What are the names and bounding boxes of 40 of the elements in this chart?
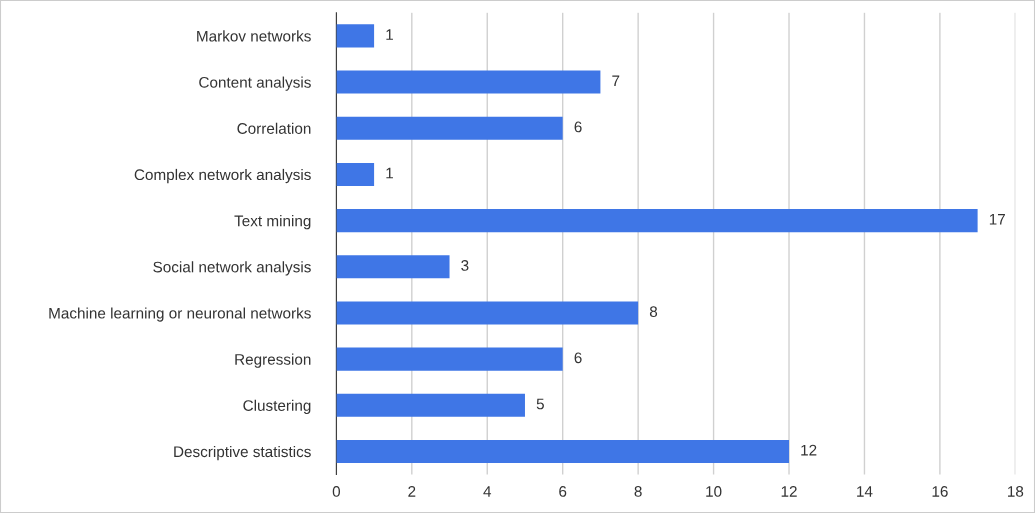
data-label: 1 [386, 167, 393, 179]
bar [336, 162, 375, 186]
x-tick-label: 4 [483, 486, 492, 497]
bar [336, 209, 978, 233]
y-tick-label: Content analysis [199, 76, 311, 91]
bar [336, 301, 639, 325]
data-label: 3 [461, 260, 469, 271]
x-tick-label: 16 [932, 486, 948, 497]
bar [336, 24, 375, 48]
bar [336, 393, 525, 417]
y-tick-label: Text mining [234, 215, 311, 230]
x-tick-label: 14 [857, 486, 873, 497]
data-label: 7 [612, 75, 620, 87]
x-tick-label: 12 [781, 486, 797, 497]
bar [336, 439, 790, 463]
bar [336, 70, 601, 94]
data-label: 5 [536, 398, 544, 410]
x-tick-label: 8 [634, 486, 642, 497]
data-label: 17 [989, 214, 1005, 225]
x-tick-label: 2 [408, 486, 416, 497]
y-tick-label: Correlation [237, 122, 311, 134]
data-label: 12 [801, 444, 817, 456]
y-tick-label: Clustering [243, 399, 311, 414]
y-tick-label: Complex network analysis [134, 168, 311, 184]
x-tick-label: 10 [706, 486, 722, 497]
data-label: 1 [386, 29, 393, 40]
data-label: 6 [574, 352, 582, 364]
x-tick-label: 18 [1008, 486, 1024, 497]
y-tick-label: Social network analysis [153, 261, 311, 276]
bar [336, 116, 563, 140]
bar [336, 255, 450, 279]
y-tick-label: Markov networks [197, 30, 311, 42]
data-label: 8 [649, 306, 658, 318]
bar [336, 347, 563, 371]
x-tick-label: 6 [559, 486, 567, 497]
y-tick-label: Descriptive statistics [174, 445, 311, 461]
y-tick-label: Machine learning or neuronal networks [49, 307, 311, 322]
y-tick-label: Regression [235, 353, 311, 368]
x-tick-label: 0 [332, 486, 341, 497]
data-label: 6 [574, 121, 582, 133]
